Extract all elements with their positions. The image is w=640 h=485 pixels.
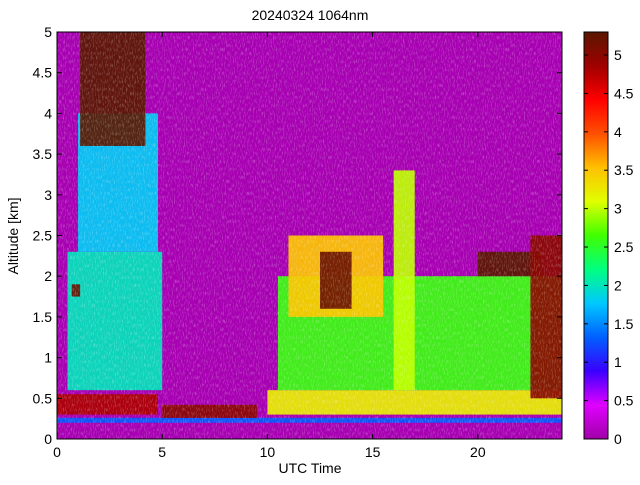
x-axis-label: UTC Time (279, 460, 342, 476)
y-tick-label: 0.5 (33, 390, 53, 406)
heatmap-noise-overlay (57, 32, 562, 439)
colorbar-tick-label: 3.5 (614, 162, 634, 178)
y-axis-label: Altitude [km] (5, 197, 21, 274)
colorbar: 0 0.5 1 1.5 2 2.5 3 3.5 4 4.5 5 (583, 31, 634, 447)
y-tick-label: 4 (44, 105, 52, 121)
y-tick-label: 3.5 (33, 146, 53, 162)
colorbar-tick-label: 0.5 (614, 393, 634, 409)
x-tick-label: 10 (260, 444, 276, 460)
x-tick-label: 15 (365, 444, 381, 460)
colorbar-tick-label: 5 (614, 47, 622, 63)
x-tick-label: 20 (470, 444, 486, 460)
y-tick-label: 0 (44, 431, 52, 447)
y-tick-label: 5 (44, 24, 52, 40)
colorbar-tick-label: 1.5 (614, 316, 634, 332)
y-tick-label: 3 (44, 187, 52, 203)
y-tick-label: 2 (44, 268, 52, 284)
heatmap-plot-area (57, 32, 562, 439)
colorbar-tick-label: 4 (614, 124, 622, 140)
colorbar-tick-label: 1 (614, 354, 622, 370)
y-tick-label: 1.5 (33, 309, 53, 325)
x-axis: 0 5 10 15 20 (53, 32, 486, 460)
chart-title: 20240324 1064nm (252, 7, 369, 23)
y-tick-label: 4.5 (33, 65, 53, 81)
x-tick-label: 0 (53, 444, 61, 460)
colorbar-tick-label: 2 (614, 277, 622, 293)
colorbar-tick-label: 3 (614, 201, 622, 217)
colorbar-tick-label: 2.5 (614, 239, 634, 255)
y-axis: 0 0.5 1 1.5 2 2.5 3 3.5 4 4.5 5 (33, 24, 562, 447)
colorbar-tick-label: 0 (614, 431, 622, 447)
y-tick-label: 2.5 (33, 228, 53, 244)
colorbar-gradient (583, 31, 609, 440)
x-tick-label: 5 (158, 444, 166, 460)
colorbar-tick-label: 4.5 (614, 85, 634, 101)
y-tick-label: 1 (44, 350, 52, 366)
